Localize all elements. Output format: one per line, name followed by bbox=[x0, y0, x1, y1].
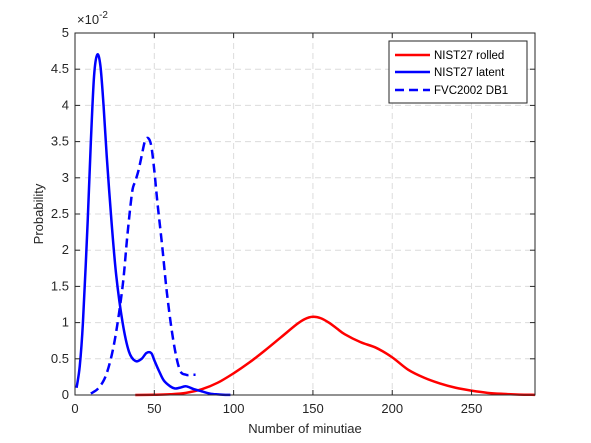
y-tick-label: 4.5 bbox=[51, 61, 69, 76]
y-tick-label: 0.5 bbox=[51, 351, 69, 366]
series-line-nist27-latent bbox=[75, 53, 231, 397]
x-tick-label: 150 bbox=[302, 401, 324, 416]
x-tick-label: 250 bbox=[461, 401, 483, 416]
series-line-nist27-rolled bbox=[135, 315, 536, 397]
y-tick-label: 5 bbox=[62, 25, 69, 40]
y-tick-label: 2 bbox=[62, 242, 69, 257]
y-exponent-label: ×10-2 bbox=[77, 10, 108, 27]
x-tick-label: 0 bbox=[71, 401, 78, 416]
x-tick-label: 100 bbox=[223, 401, 245, 416]
y-tick-label: 1 bbox=[62, 315, 69, 330]
ticks: 0 50 100 150 200 250 0 0.5 1 1.5 2 2.5 3 3.5 4 4.5 5 bbox=[51, 25, 535, 416]
series-layer bbox=[75, 53, 536, 397]
x-axis-label: Number of minutiae bbox=[248, 421, 361, 436]
y-tick-label: 1.5 bbox=[51, 278, 69, 293]
legend: NIST27 rolled NIST27 latent FVC2002 DB1 bbox=[388, 40, 528, 104]
y-tick-label: 4 bbox=[62, 97, 69, 112]
y-tick-label: 2.5 bbox=[51, 206, 69, 221]
y-tick-label: 3.5 bbox=[51, 134, 69, 149]
y-tick-label: 3 bbox=[62, 170, 69, 185]
y-axis-label: Probability bbox=[31, 183, 46, 244]
series-line-fvc2002-db1 bbox=[90, 136, 196, 395]
legend-label-nist27-rolled: NIST27 rolled bbox=[434, 50, 504, 62]
y-tick-label: 0 bbox=[62, 387, 69, 402]
legend-label-fvc2002-db1: FVC2002 DB1 bbox=[434, 85, 508, 97]
x-tick-label: 200 bbox=[381, 401, 403, 416]
x-tick-label: 50 bbox=[147, 401, 161, 416]
legend-label-nist27-latent: NIST27 latent bbox=[434, 67, 505, 79]
